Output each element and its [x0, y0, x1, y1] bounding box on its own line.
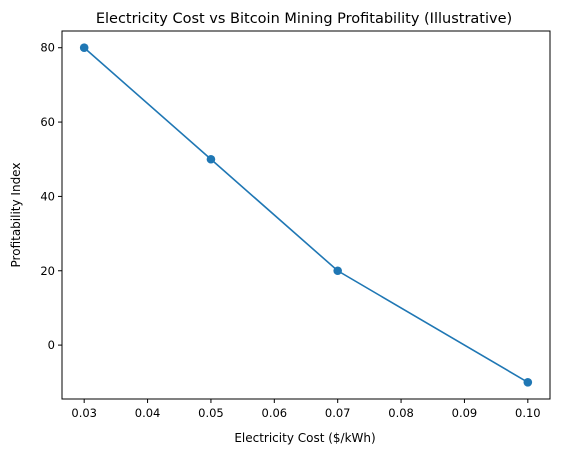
x-tick-label: 0.10: [515, 406, 541, 420]
y-tick-label: 80: [40, 41, 55, 55]
x-tick-label: 0.05: [198, 406, 224, 420]
x-axis-label: Electricity Cost ($/kWh): [234, 431, 375, 445]
data-point: [206, 154, 216, 164]
y-tick-label: 20: [40, 264, 55, 278]
x-tick-label: 0.04: [135, 406, 161, 420]
y-tick-label: 0: [48, 338, 55, 352]
x-axis: 0.03 0.04 0.05 0.06 0.07 0.08 0.09 0.10: [71, 399, 541, 420]
plot-area: [79, 43, 533, 387]
series-line: [83, 47, 529, 383]
x-tick-label: 0.09: [452, 406, 478, 420]
chart-title: Electricity Cost vs Bitcoin Mining Profi…: [96, 11, 512, 27]
x-tick-label: 0.08: [388, 406, 414, 420]
y-axis: 0 20 40 60 80: [40, 41, 62, 352]
x-tick-label: 0.07: [325, 406, 351, 420]
data-point: [79, 43, 89, 53]
y-tick-label: 60: [40, 115, 55, 129]
x-tick-label: 0.06: [262, 406, 288, 420]
plot-frame: [61, 30, 551, 400]
data-point: [523, 377, 533, 387]
data-point: [333, 266, 342, 276]
y-tick-label: 40: [40, 189, 55, 203]
y-axis-label: Profitability Index: [9, 163, 23, 268]
x-tick-label: 0.03: [71, 406, 97, 420]
